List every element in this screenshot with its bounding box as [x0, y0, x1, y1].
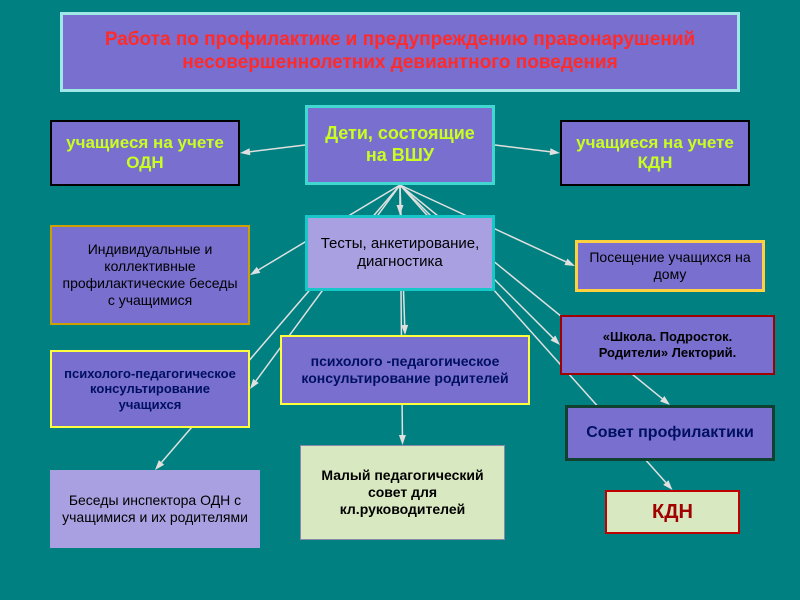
shkola-text: «Школа. Подросток. Родители» Лекторий. — [568, 329, 767, 360]
besedy-text: Индивидуальные и коллективные профилакти… — [58, 241, 242, 308]
box-konsult-uchashchihsya: психолого-педагогическое консультировани… — [50, 350, 250, 428]
box-besedy: Индивидуальные и коллективные профилакти… — [50, 225, 250, 325]
box-kdn: КДН — [605, 490, 740, 534]
box-shkola-lektorii: «Школа. Подросток. Родители» Лекторий. — [560, 315, 775, 375]
inspector-text: Беседы инспектора ОДН с учащимися и их р… — [57, 492, 253, 526]
title-text: Работа по профилактике и предупреждению … — [69, 29, 731, 75]
kdnTop-text: учащиеся на учете КДН — [568, 133, 742, 174]
box-sovet-profilaktiki: Совет профилактики — [565, 405, 775, 461]
sovetProf-text: Совет профилактики — [586, 423, 754, 442]
box-konsult-roditelei: психолого -педагогическое консультирован… — [280, 335, 530, 405]
odn-text: учащиеся на учете ОДН — [58, 133, 232, 174]
konsultU-text: психолого-педагогическое консультировани… — [58, 366, 242, 413]
box-vshu: Дети, состоящие на ВШУ — [305, 105, 495, 185]
box-kdn-top: учащиеся на учете КДН — [560, 120, 750, 186]
box-malyi-sovet: Малый педагогический совет для кл.руково… — [300, 445, 505, 540]
box-tests: Тесты, анкетирование, диагностика — [305, 215, 495, 291]
box-inspector: Беседы инспектора ОДН с учащимися и их р… — [50, 470, 260, 548]
sovet-text: Малый педагогический совет для кл.руково… — [307, 467, 498, 517]
box-odn: учащиеся на учете ОДН — [50, 120, 240, 186]
box-visit: Посещение учащихся на дому — [575, 240, 765, 292]
tests-text: Тесты, анкетирование, диагностика — [314, 235, 486, 271]
visit-text: Посещение учащихся на дому — [584, 249, 756, 283]
kdn-text: КДН — [652, 500, 693, 524]
vshu-text: Дети, состоящие на ВШУ — [314, 123, 486, 166]
title-box: Работа по профилактике и предупреждению … — [60, 12, 740, 92]
konsultR-text: психолого -педагогическое консультирован… — [288, 353, 522, 387]
